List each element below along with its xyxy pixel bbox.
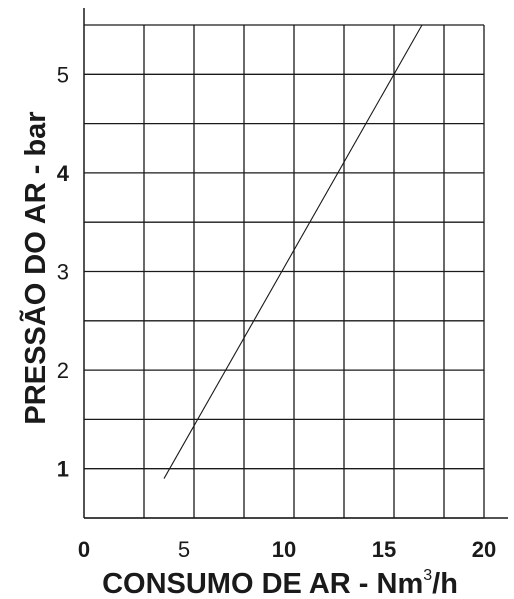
- x-tick-label-0: 0: [78, 537, 90, 562]
- y-tick-label-5: 5: [57, 62, 69, 87]
- axes: [83, 8, 508, 519]
- y-tick-label-2: 2: [57, 358, 69, 383]
- y-axis-title: PRESSÃO DO AR - bar: [18, 111, 52, 424]
- x-tick-label-10: 10: [272, 537, 296, 562]
- x-axis-title: CONSUMO DE AR - Nm3/h: [102, 567, 458, 599]
- x-tick-label-20: 20: [472, 537, 496, 562]
- x-tick-label-5: 5: [178, 537, 190, 562]
- tick-labels: 0 5 10 15 20 1 2 3 4 5: [57, 62, 496, 562]
- grid: [84, 24, 485, 519]
- series: [163, 24, 423, 479]
- x-axis-title-superscript: 3: [423, 567, 432, 584]
- y-tick-label-1: 1: [57, 457, 69, 482]
- y-tick-label-3: 3: [57, 260, 69, 285]
- x-axis-title-main: CONSUMO DE AR - Nm: [102, 568, 423, 599]
- x-axis-title-tail: /h: [432, 568, 458, 599]
- series-line-0: [163, 24, 423, 479]
- y-tick-label-4: 4: [57, 161, 70, 186]
- x-tick-label-15: 15: [372, 537, 396, 562]
